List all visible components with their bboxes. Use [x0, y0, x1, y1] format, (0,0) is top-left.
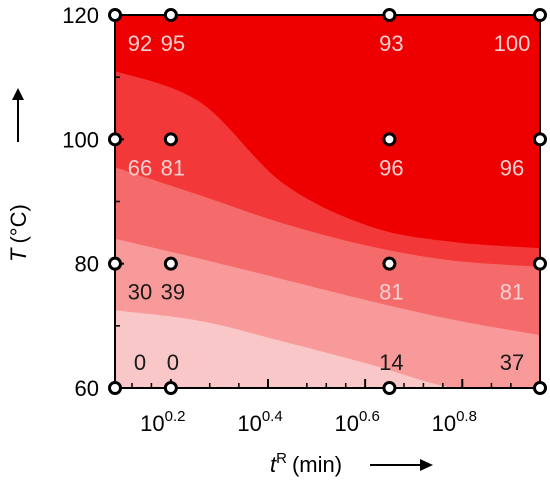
- svg-text:tR(min): tR (min): [270, 450, 342, 477]
- data-label: 93: [379, 31, 403, 56]
- data-label: 95: [161, 31, 185, 56]
- contour-bands: [115, 15, 540, 388]
- sample-marker: [163, 256, 178, 271]
- sample-markers: [108, 8, 547, 395]
- data-label: 66: [128, 155, 152, 180]
- sample-marker: [382, 8, 397, 22]
- sample-marker: [382, 256, 397, 271]
- data-label: 39: [161, 280, 185, 305]
- sample-marker: [382, 381, 397, 395]
- data-label: 81: [379, 280, 403, 305]
- sample-marker: [533, 256, 547, 271]
- x-axis-arrow-icon: [370, 459, 433, 471]
- sample-marker: [108, 381, 122, 395]
- data-label: 37: [500, 350, 524, 375]
- sample-marker: [163, 132, 178, 147]
- x-axis-unit: (min): [292, 452, 342, 477]
- sample-marker: [163, 381, 178, 395]
- y-axis-label: T (°C): [6, 204, 31, 262]
- x-tick-label: 100.2: [140, 408, 185, 436]
- x-tick-label: 100.8: [432, 408, 477, 436]
- data-label: 96: [379, 155, 403, 180]
- contour-band-1: [115, 310, 453, 388]
- x-axis-label: tR (min): [270, 450, 433, 477]
- sample-marker: [108, 8, 122, 22]
- y-tick-label: 100: [62, 127, 99, 152]
- y-axis-symbol: T: [6, 247, 31, 262]
- sample-marker: [533, 8, 547, 22]
- x-tick-label: 100.6: [334, 408, 379, 436]
- x-axis-superscript: R: [276, 450, 287, 467]
- data-label: 81: [500, 280, 524, 305]
- data-label: 0: [167, 350, 179, 375]
- y-tick-label: 120: [62, 3, 99, 28]
- data-label: 14: [379, 350, 403, 375]
- data-label: 81: [161, 155, 185, 180]
- y-axis-ticks: 60 80 100 120: [62, 3, 124, 401]
- data-label: 92: [128, 31, 152, 56]
- sample-marker: [108, 132, 122, 147]
- data-label: 100: [494, 31, 531, 56]
- sample-marker: [533, 381, 547, 395]
- data-label: 30: [128, 280, 152, 305]
- sample-marker: [533, 132, 547, 147]
- x-axis-ticks: 100.2 100.4 100.6 100.8: [131, 379, 512, 436]
- data-labels: 92 95 93 100 66 81 96 96 30 39 81 81 0 0 14 37: [128, 31, 531, 375]
- y-axis-arrow-icon: [12, 88, 24, 142]
- y-axis-unit: (°C): [6, 204, 31, 243]
- sample-marker: [108, 256, 122, 271]
- data-label: 96: [500, 155, 524, 180]
- y-tick-label: 80: [75, 252, 99, 277]
- x-axis-symbol: t: [270, 452, 277, 477]
- data-label: 0: [134, 350, 146, 375]
- sample-marker: [382, 132, 397, 147]
- x-tick-label: 100.4: [237, 408, 282, 436]
- y-tick-label: 60: [75, 376, 99, 401]
- svg-text:T(°C): T (°C): [6, 204, 31, 262]
- sample-marker: [163, 8, 178, 22]
